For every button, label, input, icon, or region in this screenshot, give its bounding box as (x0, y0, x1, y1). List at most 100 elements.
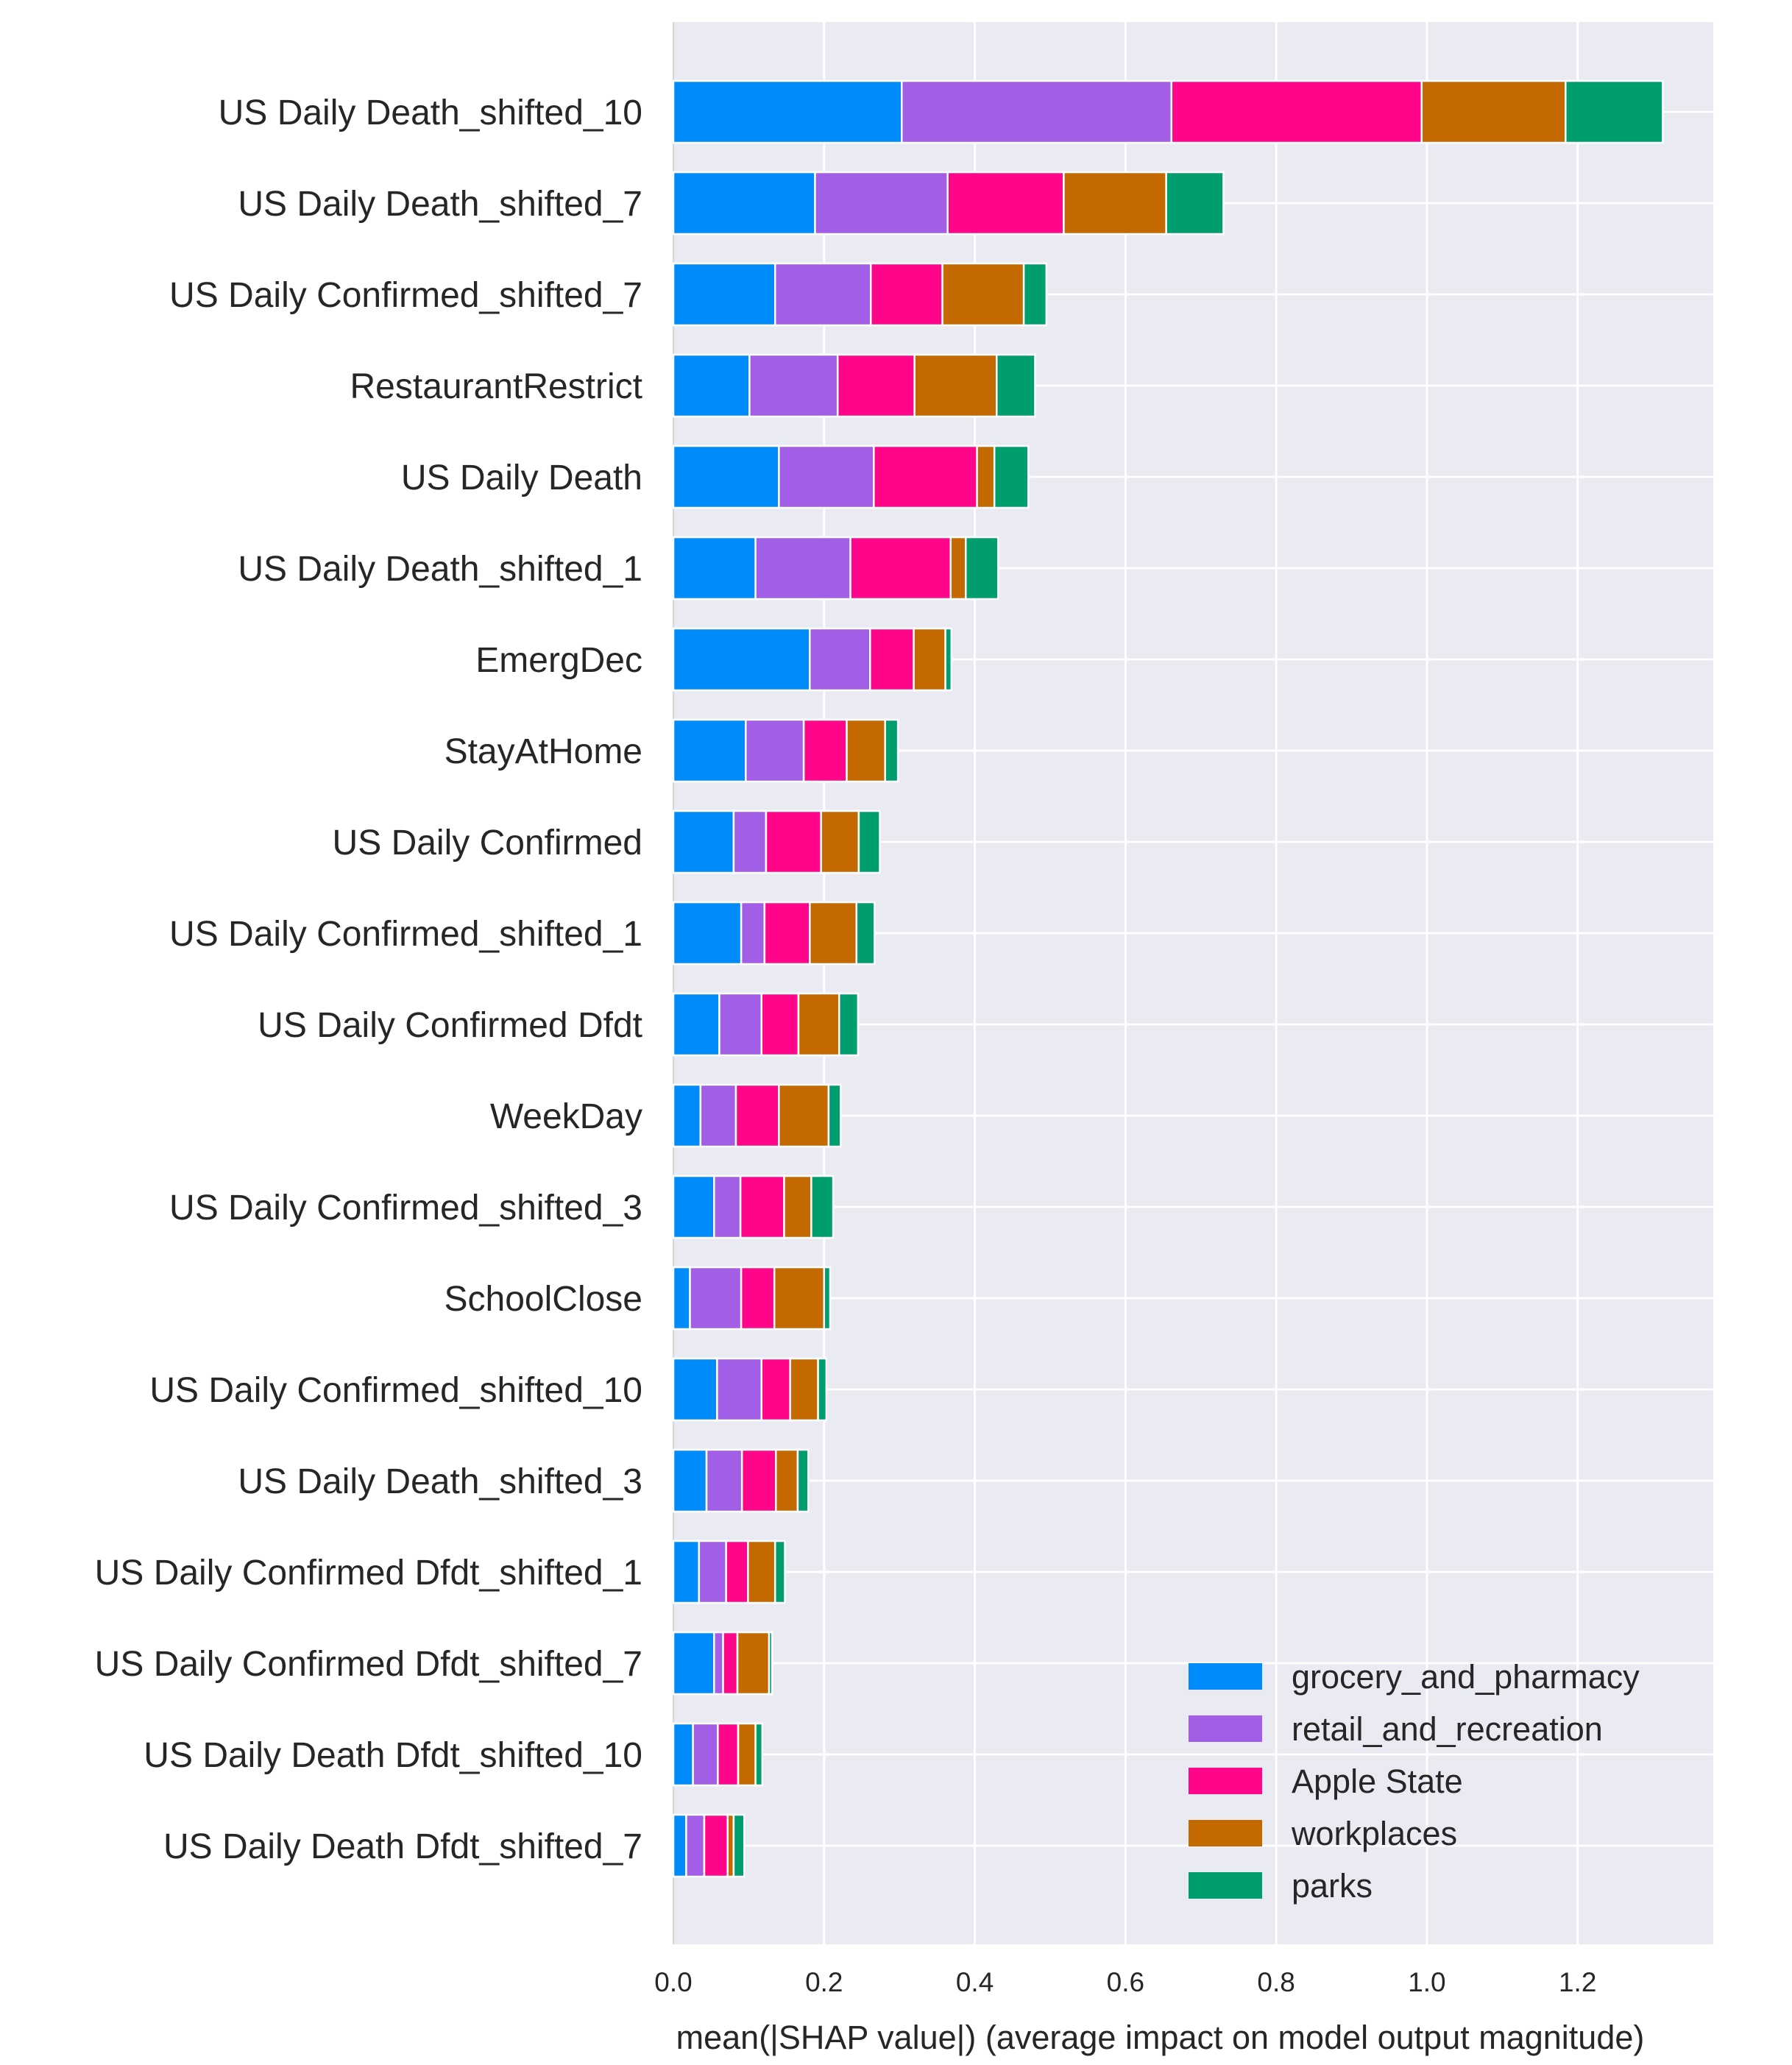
bar-segment (1565, 79, 1664, 144)
feature-labels: US Daily Death_shifted_10 US Daily Death_… (95, 93, 642, 1866)
stacked-bars (672, 79, 1664, 1878)
bar-segment (672, 627, 811, 692)
legend-swatch (1189, 1768, 1262, 1794)
bar-segment (765, 810, 822, 874)
bar-segment (672, 1357, 718, 1422)
x-tick-labels: 0.0 0.2 0.4 0.6 0.8 1.0 1.2 (654, 1967, 1596, 1997)
bar-segment (789, 1357, 819, 1422)
bar-segment (745, 718, 805, 783)
x-tick-label: 1.0 (1408, 1967, 1445, 1997)
bar-segment (913, 627, 946, 692)
feature-label: US Daily Confirmed Dfdt (258, 1006, 642, 1045)
feature-label: US Daily Death_shifted_10 (219, 93, 642, 132)
bar-segment (1420, 79, 1567, 144)
bar-segment (778, 1083, 830, 1148)
bar-segment (692, 1722, 719, 1787)
feature-label: US Daily Confirmed_shifted_3 (169, 1189, 642, 1228)
bar-segment (672, 1448, 708, 1513)
feature-label: US Daily Confirmed Dfdt_shifted_7 (95, 1645, 642, 1684)
bar-segment (873, 444, 978, 509)
x-tick-label: 0.2 (805, 1967, 843, 1997)
bar-segment (754, 1722, 764, 1787)
bar-segment (820, 810, 860, 874)
legend-swatch (1189, 1715, 1262, 1742)
bar-segment (817, 1357, 828, 1422)
bar-segment (993, 444, 1030, 509)
feature-label: US Daily Death Dfdt_shifted_10 (144, 1736, 642, 1775)
bar-segment (870, 262, 943, 327)
feature-label: StayAtHome (445, 732, 642, 771)
bar-segment (672, 79, 903, 144)
x-tick-label: 0.0 (654, 1967, 692, 1997)
x-tick-label: 1.2 (1559, 1967, 1596, 1997)
bar-segment (976, 444, 996, 509)
bar-segment (672, 1083, 702, 1148)
bar-segment (699, 1083, 737, 1148)
x-tick-label: 0.6 (1107, 1967, 1144, 1997)
bar-segment (1063, 171, 1167, 235)
bar-segment (672, 171, 816, 235)
bar-segment (717, 1722, 740, 1787)
bar-segment (941, 262, 1025, 327)
x-axis-title: mean(|SHAP value|) (average impact on mo… (676, 2019, 1645, 2056)
bar-segment (846, 718, 886, 783)
bar-segment (810, 1175, 835, 1239)
bar-segment (913, 353, 998, 418)
bar-segment (672, 1175, 715, 1239)
bar-segment (732, 1813, 746, 1878)
bar-segment (778, 444, 875, 509)
legend-swatch (1189, 1663, 1262, 1690)
bar-segment (672, 992, 720, 1057)
bar-segment (773, 1540, 786, 1604)
feature-label: US Daily Death (401, 458, 642, 497)
bar-segment (796, 1448, 810, 1513)
bar-segment (996, 353, 1036, 418)
bar-segment (763, 901, 811, 966)
bar-segment (773, 1266, 826, 1331)
bar-segment (740, 1266, 776, 1331)
bar-segment (672, 901, 743, 966)
bar-segment (884, 718, 899, 783)
bar-segment (740, 1448, 777, 1513)
x-tick-label: 0.4 (956, 1967, 994, 1997)
bar-segment (1170, 79, 1423, 144)
bar-segment (703, 1813, 729, 1878)
bar-segment (722, 1631, 739, 1696)
plot-background (673, 22, 1713, 1944)
feature-label: US Daily Death_shifted_1 (238, 550, 642, 589)
legend-label: Apple State (1292, 1763, 1463, 1800)
bar-segment (713, 1175, 742, 1239)
feature-label: US Daily Death_shifted_7 (238, 185, 642, 224)
bar-segment (857, 810, 881, 874)
bar-segment (672, 1722, 694, 1787)
feature-label: US Daily Death_shifted_3 (238, 1462, 642, 1501)
bar-segment (672, 536, 757, 601)
bar-segment (685, 1813, 706, 1878)
bar-segment (672, 262, 776, 327)
bar-segment (775, 1448, 799, 1513)
bar-segment (760, 1357, 791, 1422)
bar-segment (783, 1175, 812, 1239)
bar-segment (838, 992, 860, 1057)
bar-segment (725, 1540, 749, 1604)
legend-swatch (1189, 1872, 1262, 1899)
bar-segment (1165, 171, 1225, 235)
bar-segment (747, 1540, 776, 1604)
bar-segment (672, 353, 751, 418)
bar-segment (672, 810, 735, 874)
legend: grocery_and_pharmacy retail_and_recreatio… (1189, 1658, 1640, 1905)
bar-segment (965, 536, 999, 601)
bar-segment (946, 171, 1065, 235)
legend-label: parks (1292, 1867, 1373, 1905)
bar-segment (734, 1083, 780, 1148)
feature-label: SchoolClose (445, 1280, 642, 1319)
feature-label: EmergDec (475, 641, 642, 680)
bar-segment (773, 262, 872, 327)
bar-segment (672, 444, 780, 509)
feature-label: US Daily Confirmed_shifted_10 (149, 1371, 642, 1410)
bar-segment (748, 353, 839, 418)
feature-label: US Daily Death Dfdt_shifted_7 (163, 1827, 642, 1866)
bar-segment (855, 901, 876, 966)
